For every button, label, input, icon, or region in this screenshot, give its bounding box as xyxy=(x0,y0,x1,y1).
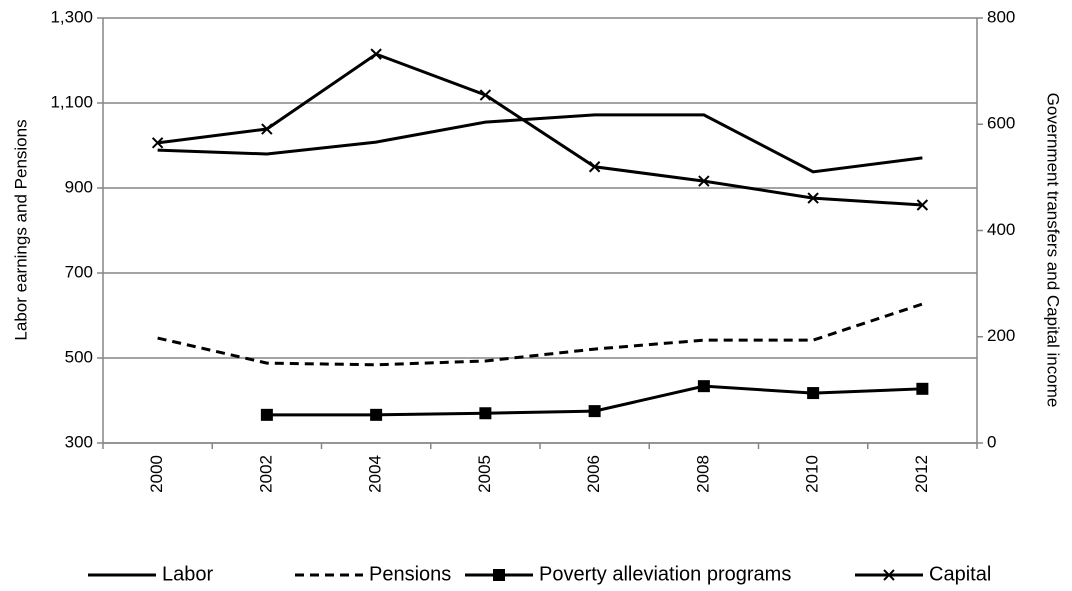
point-marker xyxy=(916,382,929,395)
legend-label: Poverty alleviation programs xyxy=(539,563,791,585)
y2-tick-label: 600 xyxy=(987,114,1015,133)
y-axis-label: Labor earnings and Pensions xyxy=(11,119,30,340)
y-tick-label: 900 xyxy=(65,177,93,196)
y-tick-label: 300 xyxy=(65,432,93,451)
y2-tick-label: 200 xyxy=(987,326,1015,345)
point-marker xyxy=(260,408,273,421)
y2-tick-label: 800 xyxy=(987,7,1015,26)
y2-tick-label: 400 xyxy=(987,220,1015,239)
y-tick-label: 500 xyxy=(65,347,93,366)
point-marker xyxy=(916,199,929,211)
legend-label: Pensions xyxy=(369,563,451,585)
legend-label: Labor xyxy=(162,563,213,585)
x-tick-label: 2002 xyxy=(256,455,275,493)
point-marker xyxy=(151,137,164,149)
y2-axis-label: Government transfers and Capital income xyxy=(1044,93,1063,408)
point-marker xyxy=(698,175,710,187)
y2-tick-label: 0 xyxy=(987,432,996,451)
legend-marker xyxy=(493,569,505,581)
point-marker xyxy=(807,387,820,400)
series-line xyxy=(157,52,923,207)
x-tick-label: 2005 xyxy=(475,455,494,493)
point-marker xyxy=(479,407,492,420)
x-tick-label: 2004 xyxy=(366,455,385,493)
x-tick-label: 2012 xyxy=(912,455,931,493)
x-tick-label: 2008 xyxy=(693,455,712,493)
series-line xyxy=(157,302,923,367)
y-tick-label: 1,300 xyxy=(50,7,93,26)
legend-label: Capital xyxy=(929,563,991,585)
point-marker xyxy=(370,408,383,421)
point-marker xyxy=(588,405,601,418)
x-tick-label: 2010 xyxy=(803,455,822,493)
y-tick-label: 1,100 xyxy=(50,92,93,111)
legend-marker xyxy=(883,569,895,581)
point-marker xyxy=(261,123,273,135)
point-marker xyxy=(697,380,710,393)
x-tick-label: 2000 xyxy=(147,455,166,493)
point-marker xyxy=(479,89,492,101)
point-marker xyxy=(588,161,601,173)
point-marker xyxy=(370,48,382,60)
series-line xyxy=(157,113,923,174)
y-tick-label: 700 xyxy=(65,262,93,281)
x-tick-label: 2006 xyxy=(584,455,603,493)
point-marker xyxy=(807,192,819,204)
